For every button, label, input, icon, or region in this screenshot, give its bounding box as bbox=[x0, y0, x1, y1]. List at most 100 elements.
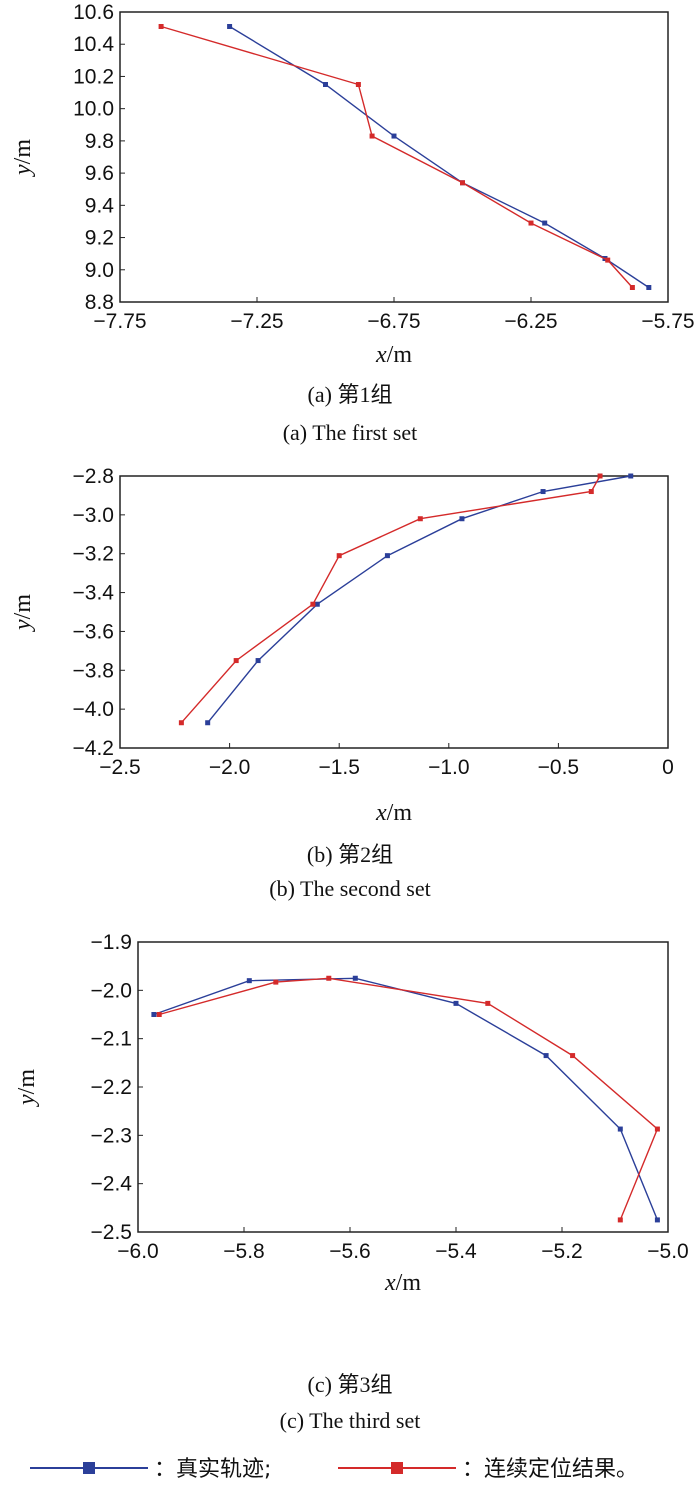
data-point-positioning bbox=[336, 553, 342, 559]
x-axis-unit: /m bbox=[387, 800, 413, 826]
y-tick-label: −3.4 bbox=[73, 582, 115, 605]
y-tick-label: −2.3 bbox=[91, 1124, 132, 1147]
y-tick-label: −2.2 bbox=[91, 1076, 132, 1099]
y-tick-label: 9.0 bbox=[85, 259, 114, 282]
plot-frame bbox=[137, 941, 669, 1233]
x-tick-label: −5.0 bbox=[647, 1240, 688, 1263]
data-point-true bbox=[542, 220, 548, 226]
x-axis-label: x/m bbox=[375, 342, 412, 368]
data-point-true bbox=[453, 1000, 459, 1006]
data-point-true bbox=[255, 658, 261, 664]
data-point-positioning bbox=[355, 82, 361, 87]
data-point-positioning bbox=[654, 1126, 660, 1132]
charts-group: −7.75 −7.25 −6.75 −6.25 −5.75 8.8 9.0 9.2 9.4 9.6… bbox=[10, 1, 695, 1433]
y-tick-label: 9.6 bbox=[85, 162, 114, 185]
y-tick-label: −2.1 bbox=[91, 1028, 132, 1051]
data-point-positioning bbox=[417, 516, 423, 522]
data-point-true bbox=[654, 1217, 660, 1223]
x-axis-var: x bbox=[375, 800, 387, 826]
data-point-positioning bbox=[369, 133, 375, 139]
y-tick-label: 10.2 bbox=[73, 65, 114, 88]
caption-en: (b) The second set bbox=[269, 876, 431, 901]
y-tick-label: −2.5 bbox=[91, 1221, 132, 1244]
data-point-true bbox=[617, 1126, 623, 1132]
caption-en: (c) The third set bbox=[280, 1408, 421, 1433]
legend-positioning-marker bbox=[391, 1462, 403, 1474]
data-point-positioning bbox=[588, 489, 594, 495]
series-positioning bbox=[178, 473, 603, 726]
x-tick-label: −6.75 bbox=[367, 310, 420, 333]
series-line-positioning bbox=[160, 25, 633, 288]
y-tick-label: 9.2 bbox=[85, 227, 114, 250]
legend-true-track: ：真实轨迹; bbox=[30, 1457, 271, 1482]
data-point-true bbox=[540, 489, 546, 495]
data-point-true bbox=[227, 24, 233, 29]
x-tick-label: −0.5 bbox=[538, 756, 579, 779]
y-tick-label: 9.8 bbox=[85, 130, 114, 153]
x-tick-label: −5.8 bbox=[223, 1240, 264, 1263]
y-tick-label: −3.2 bbox=[73, 543, 114, 566]
data-point-true bbox=[323, 82, 328, 87]
y-tick-label: 10.6 bbox=[73, 1, 114, 24]
x-tick-label: −7.25 bbox=[230, 310, 283, 333]
legend-true-marker bbox=[83, 1462, 95, 1474]
data-point-positioning bbox=[460, 180, 465, 186]
y-tick-label: −2.4 bbox=[91, 1173, 133, 1196]
y-axis-unit: /m bbox=[14, 1069, 40, 1095]
y-tick-label: −2.0 bbox=[91, 979, 132, 1002]
x-axis-label: x/m bbox=[384, 1270, 421, 1296]
series-line-true bbox=[153, 977, 659, 1221]
x-axis-unit: /m bbox=[387, 342, 413, 368]
data-point-positioning bbox=[178, 720, 184, 726]
y-axis-label: y/m bbox=[10, 139, 36, 177]
y-tick-label: −3.0 bbox=[73, 504, 114, 527]
caption-cn: (c) 第3组 bbox=[308, 1372, 393, 1397]
y-axis-unit: /m bbox=[10, 139, 36, 165]
legend-positioning-label: ：连续定位结果。 bbox=[462, 1457, 638, 1482]
x-tick-label: −6.25 bbox=[504, 310, 557, 333]
data-point-positioning bbox=[156, 1012, 162, 1017]
series-line-true bbox=[207, 475, 631, 724]
x-axis-unit: /m bbox=[396, 1270, 422, 1296]
chart-panel-1: −7.75 −7.25 −6.75 −6.25 −5.75 8.8 9.0 9.2 9.4 9.6… bbox=[10, 1, 695, 445]
y-tick-label: −4.0 bbox=[73, 698, 114, 721]
x-axis-var: x bbox=[384, 1270, 396, 1296]
series-true bbox=[151, 975, 660, 1223]
series-positioning bbox=[158, 24, 635, 290]
data-point-true bbox=[543, 1053, 549, 1059]
y-axis-var: y bbox=[14, 1094, 40, 1107]
data-point-true bbox=[459, 516, 465, 522]
data-point-positioning bbox=[629, 285, 635, 290]
data-point-positioning bbox=[233, 658, 239, 664]
y-axis-label: y/m bbox=[14, 1069, 40, 1107]
y-tick-label: 9.4 bbox=[85, 194, 115, 217]
data-point-positioning bbox=[605, 257, 611, 263]
y-tick-label: 10.4 bbox=[73, 33, 114, 56]
y-tick-label: −3.6 bbox=[73, 620, 114, 643]
y-axis-var: y bbox=[10, 164, 36, 177]
x-tick-label: −5.6 bbox=[329, 1240, 370, 1263]
data-point-true bbox=[646, 285, 652, 290]
data-point-positioning bbox=[273, 979, 279, 985]
data-point-positioning bbox=[158, 24, 164, 29]
plot-frame bbox=[119, 11, 669, 303]
data-point-positioning bbox=[528, 220, 534, 226]
data-point-positioning bbox=[597, 473, 603, 479]
data-point-true bbox=[151, 1012, 157, 1017]
legend: ：真实轨迹; ：连续定位结果。 bbox=[30, 1457, 638, 1482]
y-tick-label: 10.0 bbox=[73, 98, 114, 121]
y-axis-var: y bbox=[10, 619, 36, 632]
x-tick-label: −2.0 bbox=[209, 756, 250, 779]
y-tick-label: −2.8 bbox=[73, 465, 114, 488]
data-point-positioning bbox=[570, 1053, 576, 1059]
series-line-positioning bbox=[180, 475, 601, 724]
x-tick-label: −1.0 bbox=[428, 756, 469, 779]
caption-en: (a) The first set bbox=[283, 420, 418, 445]
x-tick-label: −1.5 bbox=[318, 756, 359, 779]
y-axis-unit: /m bbox=[10, 594, 36, 620]
x-tick-label: −6.0 bbox=[117, 1240, 158, 1263]
x-tick-label: −2.5 bbox=[99, 756, 140, 779]
x-axis-label: x/m bbox=[375, 800, 412, 826]
y-tick-label: −1.9 bbox=[91, 931, 132, 954]
